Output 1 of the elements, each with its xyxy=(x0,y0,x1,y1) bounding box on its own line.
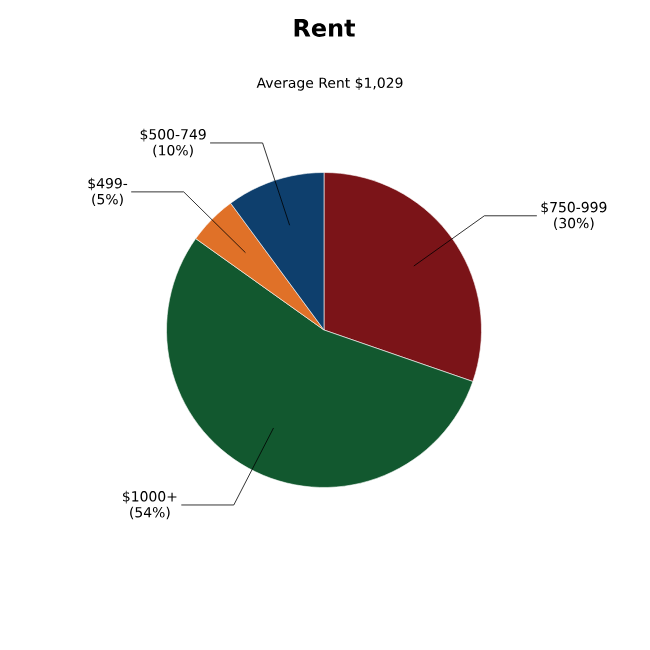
chart-title: Rent xyxy=(294,19,355,37)
